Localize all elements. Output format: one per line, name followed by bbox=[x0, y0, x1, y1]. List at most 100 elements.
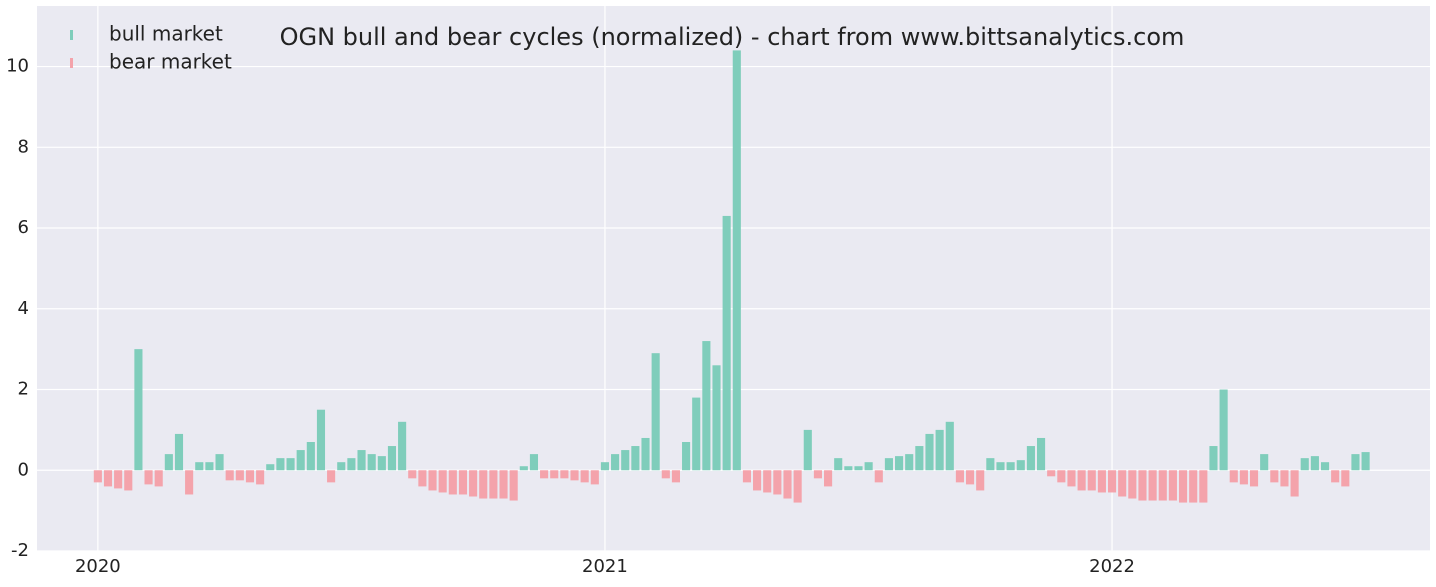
bar bbox=[489, 470, 498, 499]
bar bbox=[1148, 470, 1157, 501]
bar bbox=[499, 470, 508, 499]
bar bbox=[1057, 470, 1066, 483]
bar bbox=[966, 470, 975, 485]
axes: -2 0 2 4 6 8 10 2020 2021 2022 bbox=[6, 56, 1135, 577]
bar bbox=[925, 433, 934, 471]
bar bbox=[1067, 470, 1076, 487]
bar bbox=[164, 454, 173, 471]
bar bbox=[1290, 470, 1299, 497]
bar bbox=[124, 470, 133, 491]
bar bbox=[428, 470, 437, 491]
bar bbox=[570, 470, 579, 481]
y-tick-label: 6 bbox=[18, 217, 29, 238]
bar bbox=[550, 470, 559, 479]
bar bbox=[195, 462, 204, 471]
bar bbox=[1260, 454, 1269, 471]
bar bbox=[580, 470, 589, 483]
bar bbox=[1280, 470, 1289, 487]
bar bbox=[1118, 470, 1127, 497]
bar bbox=[793, 470, 802, 503]
bar bbox=[1026, 446, 1035, 471]
bar bbox=[540, 470, 549, 479]
bar bbox=[306, 442, 315, 471]
bar bbox=[93, 470, 102, 483]
bar bbox=[448, 470, 457, 495]
bar bbox=[296, 450, 305, 471]
bar bbox=[1097, 470, 1106, 493]
bar bbox=[742, 470, 751, 483]
bar bbox=[1168, 470, 1177, 501]
bar bbox=[864, 462, 873, 471]
bar bbox=[1351, 454, 1360, 471]
bar bbox=[671, 470, 681, 483]
bar bbox=[986, 458, 995, 471]
bar bbox=[874, 470, 883, 483]
bar bbox=[316, 409, 326, 471]
bar bbox=[773, 470, 782, 495]
bar bbox=[266, 464, 275, 471]
bar bbox=[641, 437, 650, 471]
bar bbox=[976, 470, 985, 491]
chart-title: OGN bull and bear cycles (normalized) - … bbox=[280, 23, 1185, 51]
legend-marker bbox=[70, 30, 73, 40]
bar bbox=[712, 365, 721, 471]
bar bbox=[803, 429, 812, 471]
bar bbox=[824, 470, 833, 487]
bar bbox=[256, 470, 265, 485]
bar bbox=[347, 458, 356, 471]
y-tick-label: 4 bbox=[18, 298, 29, 319]
bar bbox=[1361, 452, 1370, 471]
bar bbox=[1300, 458, 1309, 471]
bar bbox=[834, 458, 843, 471]
bar bbox=[813, 470, 822, 479]
bar bbox=[418, 470, 427, 487]
bar bbox=[357, 450, 366, 471]
bar bbox=[996, 462, 1005, 471]
bar bbox=[408, 470, 417, 479]
legend-marker bbox=[70, 58, 73, 68]
bar bbox=[1249, 470, 1259, 487]
bar bbox=[276, 458, 285, 471]
bar bbox=[367, 454, 376, 471]
bar bbox=[1107, 470, 1117, 493]
bar bbox=[225, 470, 234, 481]
bar bbox=[114, 470, 123, 489]
bar bbox=[1138, 470, 1147, 501]
bar bbox=[651, 353, 660, 471]
bar bbox=[722, 215, 731, 471]
bar bbox=[1341, 470, 1350, 487]
bar bbox=[438, 470, 447, 493]
bar bbox=[1209, 446, 1218, 471]
y-tick-label: 0 bbox=[18, 459, 29, 480]
bar bbox=[1016, 460, 1025, 471]
bar bbox=[763, 470, 772, 493]
bar bbox=[915, 446, 924, 471]
bar bbox=[935, 429, 944, 471]
y-tick-label: 2 bbox=[18, 379, 29, 400]
bar bbox=[134, 349, 143, 471]
bar bbox=[205, 462, 214, 471]
bar bbox=[1047, 470, 1056, 477]
bar bbox=[519, 466, 528, 471]
legend-label: bull market bbox=[109, 22, 223, 46]
bar bbox=[245, 470, 255, 483]
bar bbox=[1320, 462, 1330, 471]
bar bbox=[1178, 470, 1188, 503]
y-tick-label: -2 bbox=[11, 540, 29, 561]
bar bbox=[174, 433, 184, 471]
bars bbox=[93, 50, 1370, 503]
bar bbox=[692, 397, 701, 471]
bar bbox=[884, 458, 893, 471]
bar bbox=[1219, 389, 1228, 471]
bar bbox=[783, 470, 792, 499]
bar bbox=[661, 470, 670, 479]
bar bbox=[337, 462, 346, 471]
bar bbox=[398, 421, 407, 471]
bar bbox=[458, 470, 468, 495]
bar bbox=[1189, 470, 1198, 503]
bar bbox=[955, 470, 964, 483]
bar bbox=[611, 454, 620, 471]
bar bbox=[682, 442, 691, 471]
bar bbox=[844, 466, 853, 471]
y-tick-label: 10 bbox=[6, 56, 29, 77]
